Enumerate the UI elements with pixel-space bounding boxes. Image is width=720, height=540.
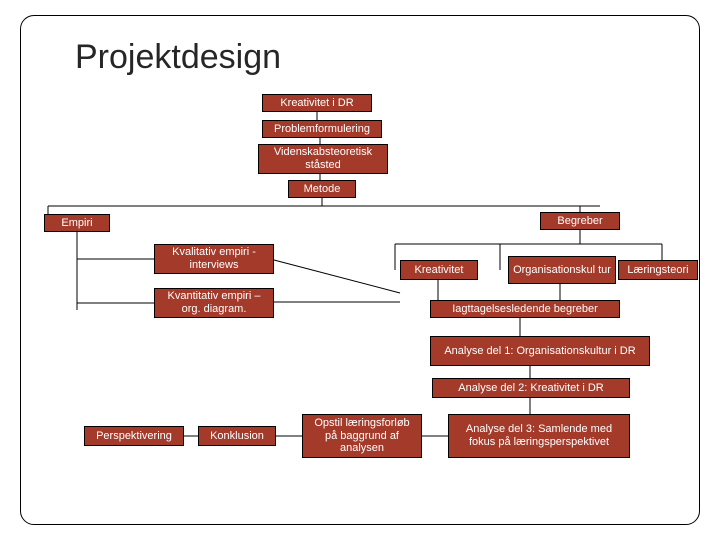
node-orgkultur: Organisationskul tur bbox=[508, 256, 616, 284]
node-opstil: Opstil læringsforløb på baggrund af anal… bbox=[302, 414, 422, 458]
node-analyse2: Analyse del 2: Kreativitet i DR bbox=[432, 378, 630, 398]
node-analyse3: Analyse del 3: Samlende med fokus på lær… bbox=[448, 414, 630, 458]
node-begreber: Begreber bbox=[540, 212, 620, 230]
node-laeringsteori: Læringsteori bbox=[618, 260, 698, 280]
node-videnskab: Videnskabsteoretisk ståsted bbox=[258, 144, 388, 174]
node-konklusion: Konklusion bbox=[198, 426, 276, 446]
node-perspektivering: Perspektivering bbox=[84, 426, 184, 446]
node-empiri: Empiri bbox=[44, 214, 110, 232]
slide-title: Projektdesign bbox=[75, 38, 281, 77]
node-kreativitet_dr: Kreativitet i DR bbox=[262, 94, 372, 112]
node-kvantitativ: Kvantitativ empiri – org. diagram. bbox=[154, 288, 274, 318]
node-kreativitet: Kreativitet bbox=[400, 260, 478, 280]
node-analyse1: Analyse del 1: Organisationskultur i DR bbox=[430, 336, 650, 366]
node-kvalitativ: Kvalitativ empiri - interviews bbox=[154, 244, 274, 274]
node-metode: Metode bbox=[288, 180, 356, 198]
node-problemformulering: Problemformulering bbox=[262, 120, 382, 138]
node-iagttagelse: Iagttagelsesledende begreber bbox=[430, 300, 620, 318]
